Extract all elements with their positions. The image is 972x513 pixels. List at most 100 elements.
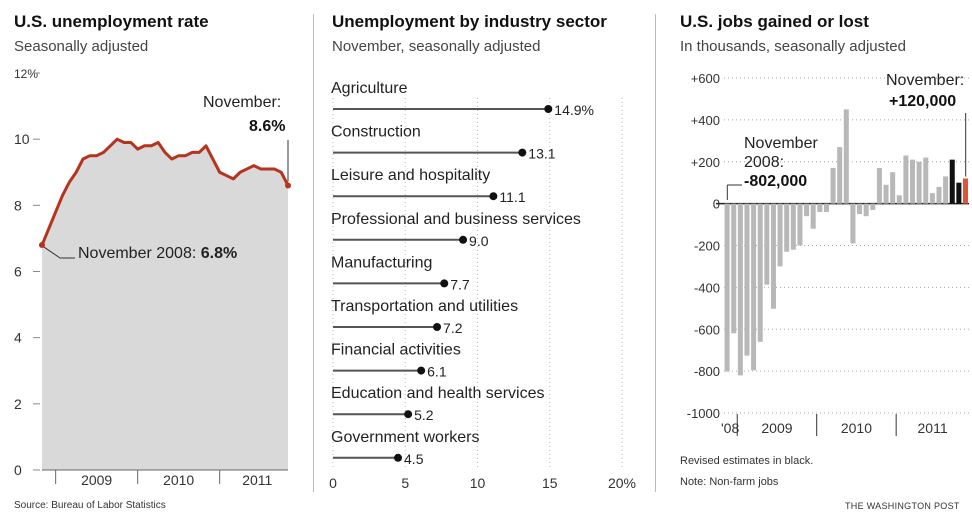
annotation-start-value: 6.8% [200, 245, 238, 262]
job-bar [757, 203, 763, 342]
nonfarm-note: Note: Non-farm jobs [680, 476, 779, 488]
sector-label: Manufacturing [331, 254, 432, 271]
sector-dot [489, 192, 498, 201]
job-bar [724, 203, 730, 372]
divider-2 [655, 14, 656, 492]
job-bar [797, 203, 803, 246]
sector-value-label: 7.2 [443, 320, 463, 336]
panel1-title: U.S. unemployment rate [14, 12, 209, 31]
x-tick-label: 2010 [841, 420, 872, 436]
sector-dot [433, 323, 442, 331]
revised-note: Revised estimates in black. [680, 455, 814, 467]
job-bar [744, 203, 750, 356]
job-bar [910, 159, 916, 204]
y-tick-label: 6 [14, 264, 22, 280]
x-tick-label: 2009 [81, 472, 112, 488]
panel3-subtitle: In thousands, seasonally adjusted [680, 38, 906, 55]
y-tick-label: 0 [14, 462, 22, 478]
annotation-end-value: 8.6% [249, 118, 286, 135]
job-bar [896, 195, 902, 204]
y-tick-label: -1000 [687, 406, 720, 421]
sector-label: Agriculture [331, 80, 408, 97]
y-tick-label: 8 [14, 197, 22, 213]
start-point [39, 242, 45, 249]
y-tick-label: -200 [694, 239, 720, 254]
y-tick-label: +200 [691, 155, 720, 170]
panel3-title: U.S. jobs gained or lost [680, 12, 869, 31]
sector-label: Transportation and utilities [331, 298, 518, 315]
job-bar [890, 172, 896, 204]
job-bar [876, 168, 882, 204]
job-bar [804, 203, 810, 217]
unemployment-line [40, 137, 290, 246]
annotation-end-label: November: [203, 94, 282, 111]
job-bar [751, 203, 757, 371]
credit-washington-post: THE WASHINGTON POST [845, 501, 960, 511]
job-bar [962, 178, 968, 204]
job-bar [929, 193, 935, 204]
x-tick-label: '08 [721, 420, 739, 436]
sector-value-label: 11.1 [499, 189, 525, 205]
sector-dot [404, 410, 413, 419]
unemployment-area [42, 139, 288, 470]
x-tick-label: 10 [470, 475, 486, 491]
job-bar [817, 203, 823, 212]
sector-value-label: 6.1 [427, 364, 447, 380]
start-leader-line [43, 246, 61, 259]
sector-dot [518, 148, 527, 157]
job-bar [790, 203, 796, 250]
job-bar [830, 168, 836, 204]
jobs-annotation-start-label-2: 2008: [744, 154, 785, 171]
x-tick-label: 2011 [242, 472, 272, 488]
job-bar [949, 159, 955, 204]
sector-label: Leisure and hospitality [331, 167, 490, 184]
job-bar [810, 203, 816, 229]
y-tick-label: -800 [694, 364, 720, 379]
job-bar [837, 147, 843, 204]
job-bar [764, 203, 770, 285]
jobs-annotation-end-value: +120,000 [889, 93, 957, 110]
job-bar [916, 161, 922, 204]
source-note: Source: Bureau of Labor Statistics [14, 500, 166, 511]
end-point [285, 182, 291, 189]
y-tick-label: 10 [14, 131, 30, 147]
job-bar [823, 203, 829, 212]
job-bar [737, 203, 743, 376]
sector-label: Professional and business services [331, 211, 581, 228]
x-tick-label: 0 [329, 475, 337, 491]
jobs-annotation-start-value: -802,000 [744, 173, 808, 190]
sector-value-label: 14.9% [554, 102, 594, 118]
annotation-start: November 2008: 6.8% [78, 245, 237, 263]
x-tick-label: 20% [608, 475, 636, 491]
y-tick-label: 4 [14, 330, 22, 346]
x-tick-label: 15 [542, 475, 558, 491]
jobs-annotation-end-label: November: [886, 72, 965, 89]
job-bar [936, 186, 942, 204]
job-bar [770, 203, 776, 309]
y-tick-label: -400 [694, 280, 720, 295]
sector-dot [544, 105, 553, 113]
sector-value-label: 5.2 [414, 407, 434, 423]
annotation-start-label: November 2008: [78, 245, 201, 262]
sector-label: Construction [331, 124, 421, 141]
job-bar [731, 203, 737, 334]
job-bar [843, 109, 849, 204]
job-bar [857, 203, 863, 215]
panel1-subtitle: Seasonally adjusted [14, 38, 149, 55]
sector-label: Financial activities [331, 342, 461, 359]
sector-value-label: 7.7 [450, 276, 470, 292]
jobs-annotation-start-label-1: November [744, 135, 818, 152]
job-bar [903, 155, 909, 204]
divider-1 [313, 14, 314, 492]
y-tick-label: 2 [14, 396, 22, 412]
sector-dot [459, 235, 468, 244]
job-bar [850, 203, 856, 244]
jobs-annotation-start: November 2008: -802,000 [744, 134, 818, 191]
sector-label: Government workers [331, 429, 480, 446]
job-bar [943, 176, 949, 204]
panel2-subtitle: November, seasonally adjusted [332, 38, 541, 55]
sector-dot [394, 453, 403, 462]
sector-dot [440, 279, 449, 288]
